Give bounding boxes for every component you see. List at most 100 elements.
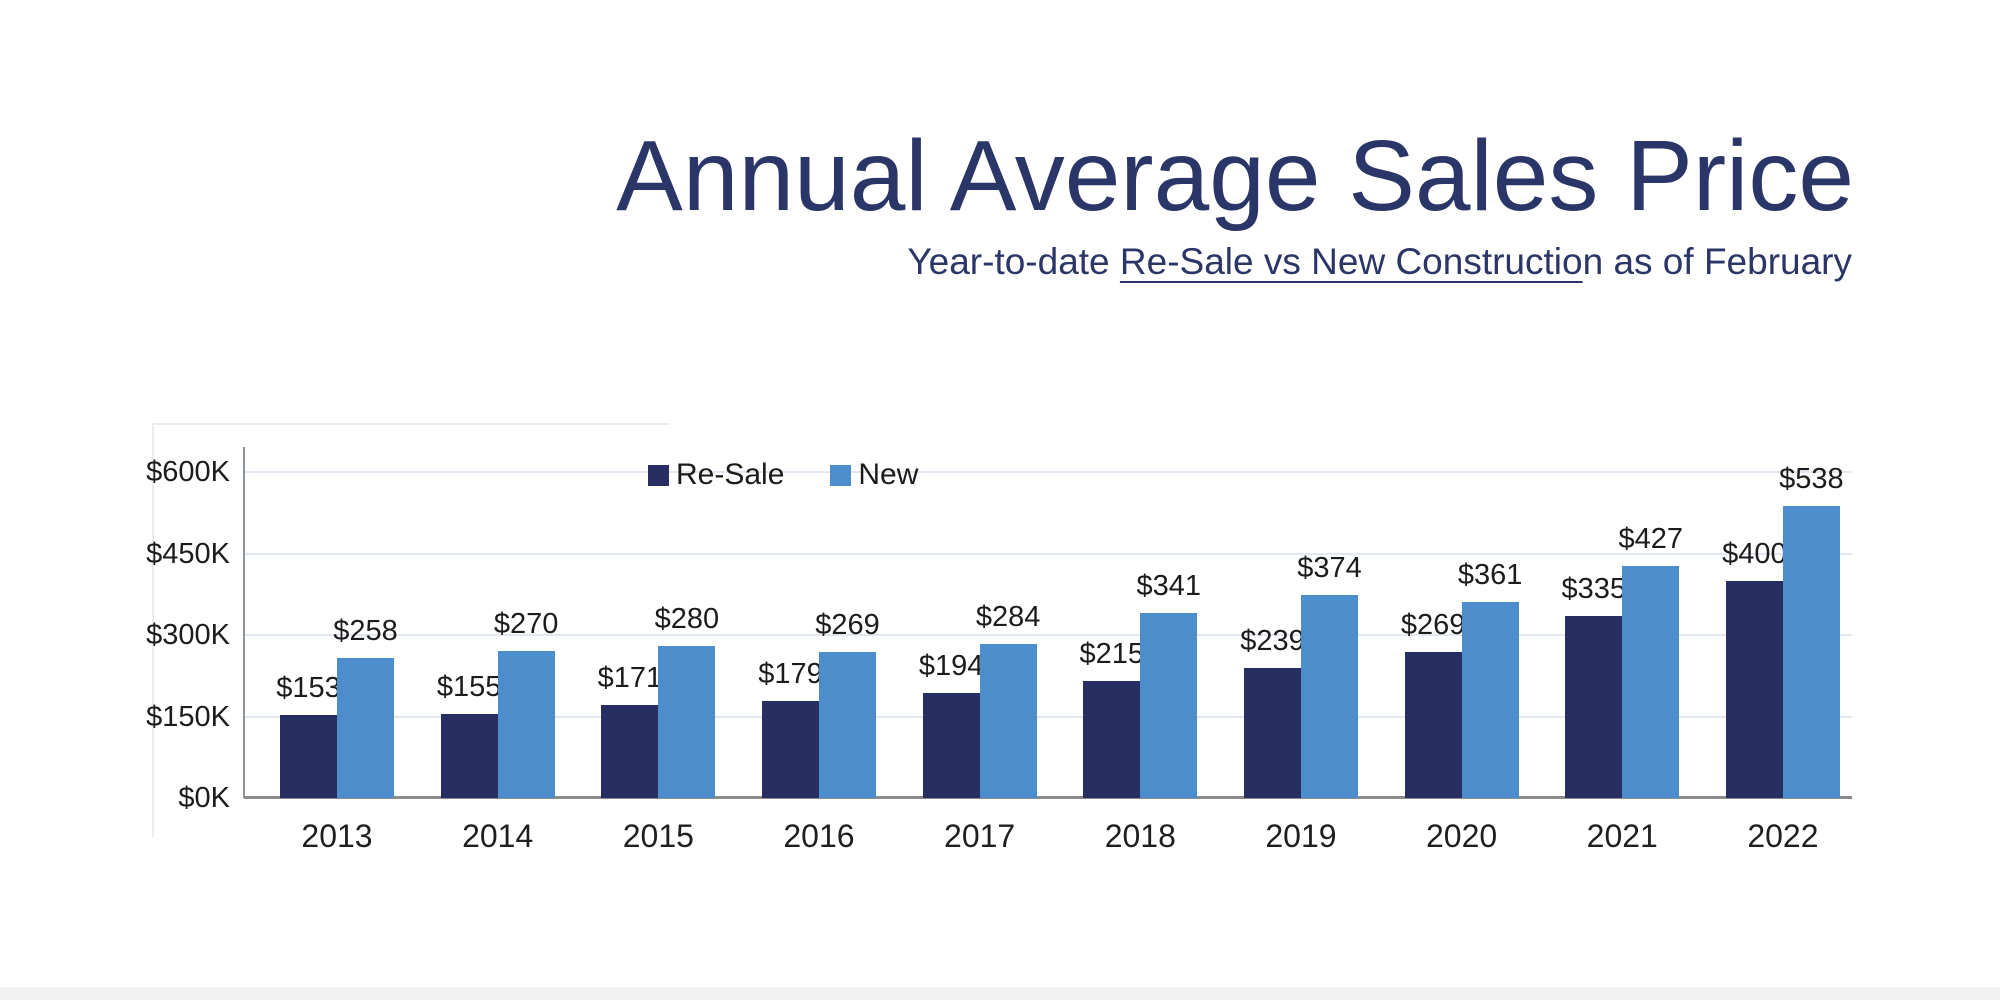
bar-value-label: $335 bbox=[1561, 573, 1627, 605]
bar-column-new: $258 bbox=[333, 615, 398, 798]
x-axis-label: 2013 bbox=[301, 818, 373, 854]
bar-column-new: $269 bbox=[815, 609, 880, 798]
bar-pair: $400 $538 bbox=[1722, 463, 1844, 798]
x-axis-label: 2015 bbox=[622, 818, 694, 854]
x-axis-label: 2019 bbox=[1265, 818, 1337, 854]
bar-column-new: $280 bbox=[655, 603, 719, 798]
bar-re-sale bbox=[1083, 681, 1141, 798]
bar-pair: $215 $341 bbox=[1080, 570, 1201, 798]
bar-value-label: $361 bbox=[1457, 559, 1523, 591]
bar-new bbox=[979, 644, 1037, 798]
bar-value-label: $538 bbox=[1779, 463, 1844, 495]
bar-pair: $155 $270 bbox=[437, 608, 558, 798]
bar-value-label: $374 bbox=[1297, 552, 1362, 584]
y-tick-label: $300K bbox=[146, 619, 230, 651]
bar-column-new: $374 bbox=[1297, 552, 1362, 798]
bar-value-label: $269 bbox=[1400, 609, 1466, 641]
bar-group: $335 $427 2021 bbox=[1562, 523, 1684, 854]
bar-re-sale bbox=[761, 701, 819, 798]
bar-group: $215 $341 2018 bbox=[1080, 570, 1202, 854]
x-axis-label: 2017 bbox=[944, 818, 1016, 854]
y-tick-label: $450K bbox=[146, 537, 230, 570]
x-axis-label: 2016 bbox=[783, 818, 855, 854]
bar-column-re-sale: $153 bbox=[276, 672, 341, 798]
bar-re-sale bbox=[1565, 616, 1623, 798]
bar-value-label: $280 bbox=[654, 603, 720, 635]
y-axis-line bbox=[243, 447, 245, 798]
subtitle-suffix: n as of February bbox=[1582, 241, 1852, 282]
bar-pair: $194 $284 bbox=[919, 601, 1040, 798]
bar-value-label: $270 bbox=[493, 608, 559, 640]
bar-new bbox=[658, 646, 716, 798]
bar-group: $400 $538 2022 bbox=[1722, 463, 1844, 854]
bar-new bbox=[497, 651, 555, 798]
legend-swatch-new bbox=[830, 464, 852, 486]
bar-pair: $179 $269 bbox=[758, 609, 880, 798]
x-axis-label: 2018 bbox=[1104, 818, 1176, 854]
bar-column-re-sale: $155 bbox=[437, 671, 501, 798]
bar-pair: $153 $258 bbox=[276, 615, 398, 798]
subtitle-prefix: Year-to-date bbox=[907, 241, 1120, 282]
x-axis-label: 2022 bbox=[1747, 818, 1819, 854]
bar-value-label: $239 bbox=[1240, 625, 1305, 657]
bar-column-new: $427 bbox=[1619, 523, 1683, 798]
bar-re-sale bbox=[922, 693, 980, 798]
gridline bbox=[244, 715, 1852, 718]
bar-value-label: $269 bbox=[815, 609, 880, 641]
bar-pair: $335 $427 bbox=[1562, 523, 1683, 798]
bar-pair: $171 $280 bbox=[598, 603, 719, 798]
bar-value-label: $155 bbox=[436, 671, 502, 703]
y-tick-label: $0K bbox=[178, 782, 230, 814]
gridline bbox=[244, 634, 1852, 636]
bar-column-re-sale: $215 bbox=[1080, 638, 1144, 798]
bar-re-sale bbox=[280, 715, 337, 798]
bar-column-re-sale: $400 bbox=[1722, 538, 1787, 798]
bar-value-label: $194 bbox=[918, 650, 984, 682]
legend: Re-Sale New bbox=[648, 458, 918, 492]
bar-column-re-sale: $335 bbox=[1562, 573, 1626, 798]
bar-new bbox=[818, 652, 876, 798]
bar-value-label: $171 bbox=[597, 662, 663, 694]
gridline bbox=[244, 552, 1852, 555]
bar-value-label: $215 bbox=[1079, 638, 1145, 670]
bar-group: $269 $361 2020 bbox=[1401, 559, 1523, 854]
bar-new bbox=[1782, 506, 1840, 798]
bar-groups: $153 $258 2013 $155 $270 2014 $171 $280 2015 $179… bbox=[276, 445, 1844, 854]
x-axis-label: 2020 bbox=[1426, 818, 1498, 854]
bar-new bbox=[1622, 566, 1680, 798]
chart-frame-border bbox=[152, 423, 670, 837]
bar-group: $153 $258 2013 bbox=[276, 615, 398, 854]
bar-value-label: $427 bbox=[1618, 523, 1684, 555]
bar-group: $155 $270 2014 bbox=[437, 608, 559, 854]
bar-column-re-sale: $194 bbox=[919, 650, 983, 798]
bar-re-sale bbox=[440, 714, 498, 798]
bar-column-new: $270 bbox=[494, 608, 558, 798]
bar-group: $171 $280 2015 bbox=[598, 603, 720, 854]
bar-value-label: $284 bbox=[975, 601, 1041, 633]
bar-re-sale bbox=[601, 705, 659, 798]
bar-group: $239 $374 2019 bbox=[1240, 552, 1362, 854]
bar-pair: $269 $361 bbox=[1401, 559, 1522, 798]
bar-value-label: $400 bbox=[1722, 538, 1787, 570]
y-tick-label: $150K bbox=[146, 700, 230, 733]
legend-label: Re-Sale bbox=[676, 458, 785, 491]
gridline bbox=[244, 471, 1852, 473]
legend-item-re-sale: Re-Sale bbox=[648, 458, 784, 492]
bar-group: $194 $284 2017 bbox=[919, 601, 1041, 854]
bar-column-re-sale: $239 bbox=[1240, 625, 1305, 798]
bar-column-re-sale: $171 bbox=[598, 662, 662, 798]
bar-re-sale bbox=[1725, 581, 1783, 798]
bar-pair: $239 $374 bbox=[1240, 552, 1362, 798]
bar-re-sale bbox=[1404, 652, 1462, 798]
bar-column-re-sale: $269 bbox=[1401, 609, 1465, 798]
bottom-edge-strip bbox=[0, 987, 2000, 1000]
x-axis-label: 2014 bbox=[462, 818, 534, 854]
legend-label: New bbox=[858, 458, 919, 491]
x-axis-line bbox=[244, 796, 1852, 799]
bar-value-label: $179 bbox=[758, 658, 823, 690]
legend-swatch-re-sale bbox=[648, 464, 669, 486]
bar-re-sale bbox=[1243, 668, 1301, 798]
chart-title: Annual Average Sales Price bbox=[616, 120, 1854, 232]
bar-new bbox=[1461, 602, 1519, 798]
subtitle-underlined-text: Re-Sale vs New Constructio bbox=[1119, 241, 1583, 282]
